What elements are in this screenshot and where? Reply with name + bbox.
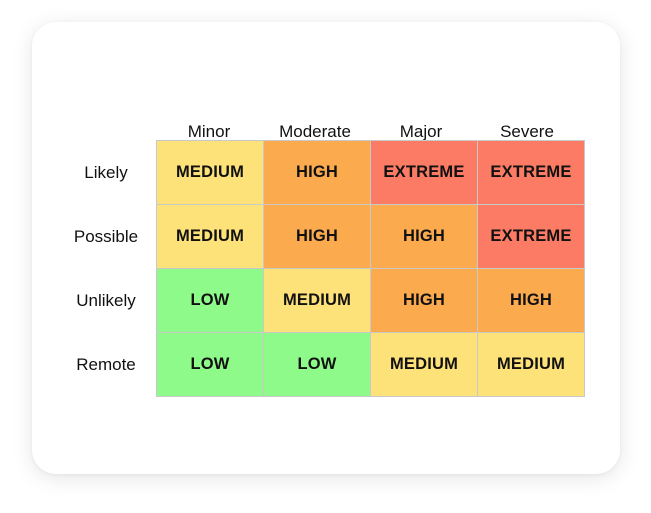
risk-cell-likely-minor: MEDIUM [157,141,263,204]
risk-cell-remote-major: MEDIUM [371,333,477,396]
row-header-possible: Possible [73,227,139,246]
column-header-severe: Severe [500,122,554,141]
row-header-unlikely: Unlikely [76,291,136,310]
risk-cell-unlikely-severe: HIGH [478,269,584,332]
risk-cell-possible-minor: MEDIUM [157,205,263,268]
row-header-likely: Likely [84,163,128,182]
risk-cell-likely-major: EXTREME [371,141,477,204]
risk-cell-unlikely-minor: LOW [157,269,263,332]
risk-cell-unlikely-major: HIGH [371,269,477,332]
row-header-remote: Remote [76,355,136,374]
risk-cell-possible-major: HIGH [371,205,477,268]
risk-cell-likely-moderate: HIGH [264,141,370,204]
risk-cell-possible-moderate: HIGH [264,205,370,268]
risk-cell-possible-severe: EXTREME [478,205,584,268]
risk-cell-remote-minor: LOW [157,333,263,396]
column-header-moderate: Moderate [279,122,351,141]
column-header-minor: Minor [187,122,231,141]
risk-cell-remote-severe: MEDIUM [478,333,584,396]
risk-cell-unlikely-moderate: MEDIUM [264,269,370,332]
risk-cell-remote-moderate: LOW [264,333,370,396]
column-header-major: Major [399,122,443,141]
risk-cell-likely-severe: EXTREME [478,141,584,204]
risk-matrix-grid: MEDIUM HIGH EXTREME EXTREME MEDIUM HIGH … [156,140,585,397]
